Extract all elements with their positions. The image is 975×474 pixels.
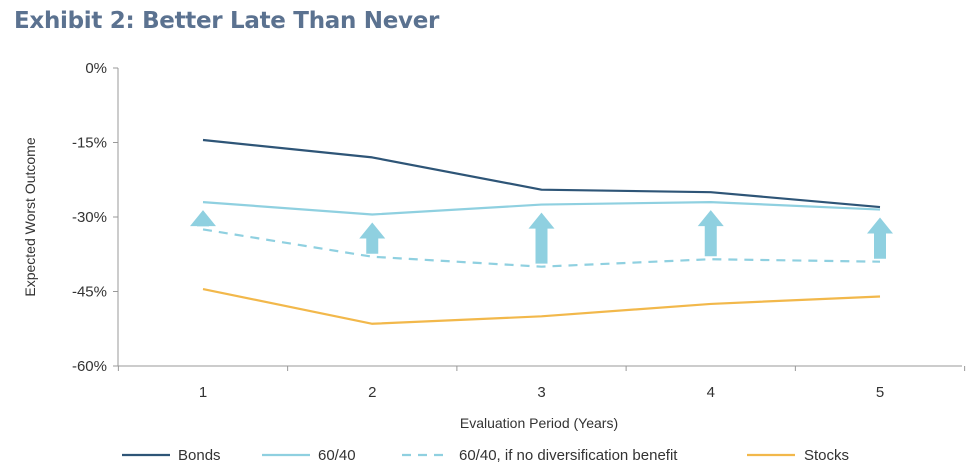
y-tick-label: -15% (72, 135, 107, 152)
x-tick-label: 4 (707, 384, 715, 401)
up-arrow (190, 210, 216, 227)
up-arrow (867, 217, 893, 259)
legend-label: 60/40, if no diversification benefit (459, 447, 678, 464)
x-tick-label: 1 (199, 384, 207, 401)
y-tick-label: 0% (85, 60, 107, 77)
series-line (202, 201, 881, 216)
series-line (202, 228, 881, 268)
y-tick-label: -60% (72, 358, 107, 375)
legend-label: Stocks (804, 447, 849, 464)
legend-label: Bonds (178, 447, 221, 464)
x-tick-label: 3 (537, 384, 545, 401)
x-tick-label: 2 (368, 384, 376, 401)
x-tick-label: 5 (876, 384, 884, 401)
y-tick-label: -30% (72, 209, 107, 226)
chart-title: Exhibit 2: Better Late Than Never (14, 8, 440, 34)
up-arrow (359, 222, 386, 254)
up-arrow (697, 210, 724, 257)
x-axis-title: Evaluation Period (Years) (460, 415, 618, 431)
legend-label: 60/40 (318, 447, 356, 464)
y-axis-title: Expected Worst Outcome (22, 137, 38, 296)
y-tick-label: -45% (72, 284, 107, 301)
up-arrow (528, 212, 555, 264)
series-line (202, 138, 881, 209)
series-line (202, 287, 881, 325)
